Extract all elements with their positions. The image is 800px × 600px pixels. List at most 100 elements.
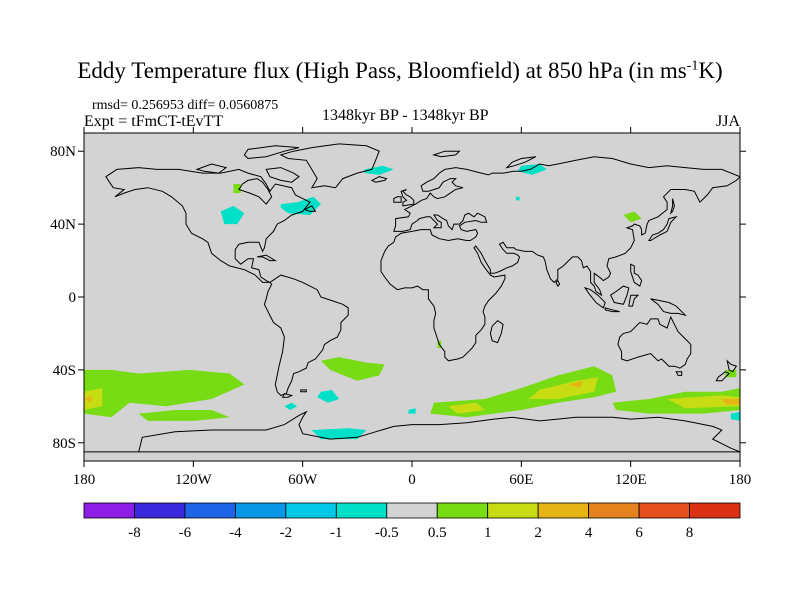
colorbar-box xyxy=(83,502,135,519)
lon-tick-label: 180 xyxy=(73,472,96,488)
coastline-philippines xyxy=(630,263,643,287)
region-tasman-core-1-2 xyxy=(667,395,740,409)
colorbar-label: 8 xyxy=(686,525,694,541)
lon-tick-label: 0 xyxy=(408,472,416,488)
region-southern-indian-core-west-1-2 xyxy=(448,402,485,414)
lon-tick-label: 60E xyxy=(509,472,533,488)
plot-title: Eddy Temperature flux (High Pass, Bloomf… xyxy=(0,58,800,84)
colorbar-label: -6 xyxy=(179,525,192,541)
lon-tick-label: 120E xyxy=(615,472,647,488)
stats-line: rmsd= 0.256953 diff= 0.0560875 xyxy=(92,98,278,114)
colorbar-box xyxy=(588,502,640,519)
region-south-pacific-band-positive xyxy=(84,369,245,418)
coastline-tierra-del-fuego xyxy=(281,393,294,398)
coastline-iceland xyxy=(370,176,388,183)
lon-tick-label: 60W xyxy=(288,472,318,488)
title-main: Eddy Temperature flux (High Pass, Bloomf… xyxy=(77,58,687,83)
coastline-greenland xyxy=(279,143,380,189)
colorbar: -8 -6 -4 -2 -1 -0.5 0.5 1 2 4 6 8 xyxy=(83,502,741,541)
colorbar-label: -1 xyxy=(330,525,343,541)
region-south-pacific-core-1-2 xyxy=(84,388,103,410)
coastline-new-guinea xyxy=(650,298,687,317)
coastline-sri-lanka xyxy=(555,279,561,287)
colorbar-label: -8 xyxy=(128,525,141,541)
coastline-newfoundland xyxy=(303,205,317,212)
region-weddell-negative xyxy=(311,428,367,440)
coastline-madagascar xyxy=(489,320,504,344)
coastline-antarctica xyxy=(84,410,740,453)
colorbar-label: 2 xyxy=(534,525,542,541)
rmsd-value: rmsd= 0.256953 xyxy=(92,98,184,113)
coastline-sakhalin xyxy=(669,198,675,215)
colorbar-box xyxy=(689,502,741,519)
lat-tick-label: 80N xyxy=(50,144,76,160)
colorbar-box xyxy=(436,502,489,519)
region-south-africa-negative xyxy=(408,408,416,414)
coastline-borneo xyxy=(609,285,630,305)
region-north-america-negative xyxy=(220,205,245,225)
coastline-baffin-island xyxy=(265,167,300,183)
colorbar-box xyxy=(335,502,388,519)
coastlines xyxy=(84,143,740,453)
colorbar-label: 4 xyxy=(585,525,593,541)
coastline-south-america xyxy=(263,274,349,396)
colorbar-label: 6 xyxy=(635,525,643,541)
coastline-svalbard xyxy=(432,150,461,158)
coastline-north-america xyxy=(105,167,311,283)
coastline-tasmania xyxy=(675,371,683,376)
colorbar-box xyxy=(487,502,539,519)
region-south-pacific-core-2-4 xyxy=(84,395,92,403)
coastline-japan xyxy=(647,215,678,241)
coastline-java xyxy=(604,307,620,313)
region-southern-indian-core-2-4 xyxy=(568,380,584,389)
region-south-pacific-band-2-positive xyxy=(138,410,230,421)
region-nz-small-positive xyxy=(725,369,737,378)
region-south-atlantic-positive xyxy=(320,357,385,381)
coastline-victoria-island xyxy=(195,163,228,174)
coastline-eurasia-africa xyxy=(380,156,740,362)
diff-value: diff= 0.0560875 xyxy=(187,98,279,113)
coastline-novaya-zemlya xyxy=(505,156,537,169)
lat-tick-label: 40S xyxy=(53,363,76,379)
region-barents-negative xyxy=(517,164,547,175)
coastline-hudson-bay xyxy=(238,178,273,205)
coastline-british-isles xyxy=(400,189,415,207)
title-superscript: -1 xyxy=(686,58,699,74)
colorbar-box xyxy=(537,502,590,519)
colorbar-label: -2 xyxy=(280,525,293,541)
coastline-sulawesi xyxy=(628,294,640,307)
region-south-atlantic-negative xyxy=(317,389,340,403)
experiment-label: Expt = tFmCT-tEvTT xyxy=(84,113,224,130)
coastline-australia xyxy=(617,315,692,369)
season-label: JJA xyxy=(716,113,741,130)
lon-tick-label: 180 xyxy=(729,472,752,488)
coastline-new-zealand-north xyxy=(726,359,738,373)
region-east-asia-positive xyxy=(623,211,642,223)
colorbar-box xyxy=(386,502,438,519)
coastline-ireland xyxy=(393,196,402,203)
colorbar-label: 1 xyxy=(484,525,492,541)
title-unit-end: K) xyxy=(698,58,723,83)
region-drake-negative xyxy=(284,402,298,410)
lat-tick-label: 80S xyxy=(53,436,76,452)
colorbar-label: -0.5 xyxy=(375,525,399,541)
coastline-sumatra xyxy=(583,286,606,309)
coastline-ellesmere-island xyxy=(243,145,300,160)
region-tasman-core-2-4 xyxy=(721,399,740,405)
region-ural-small-negative xyxy=(515,196,520,201)
lon-tick-label: 120W xyxy=(175,472,213,488)
region-ross-negative xyxy=(730,411,740,421)
period-label: 1348kyr BP - 1348kyr BP xyxy=(322,107,489,124)
lat-tick-label: 40N xyxy=(50,217,76,233)
coastline-falklands xyxy=(300,389,307,393)
colorbar-box xyxy=(134,502,186,519)
colorbar-box xyxy=(285,502,337,519)
colorbar-box xyxy=(184,502,236,519)
colorbar-label: -4 xyxy=(229,525,242,541)
region-gulf-st-lawrence-negative xyxy=(280,196,321,215)
colorbar-label: 0.5 xyxy=(428,525,447,541)
colorbar-box xyxy=(638,502,690,519)
coastline-new-zealand-south xyxy=(715,371,730,382)
region-hudson-positive xyxy=(233,184,241,194)
